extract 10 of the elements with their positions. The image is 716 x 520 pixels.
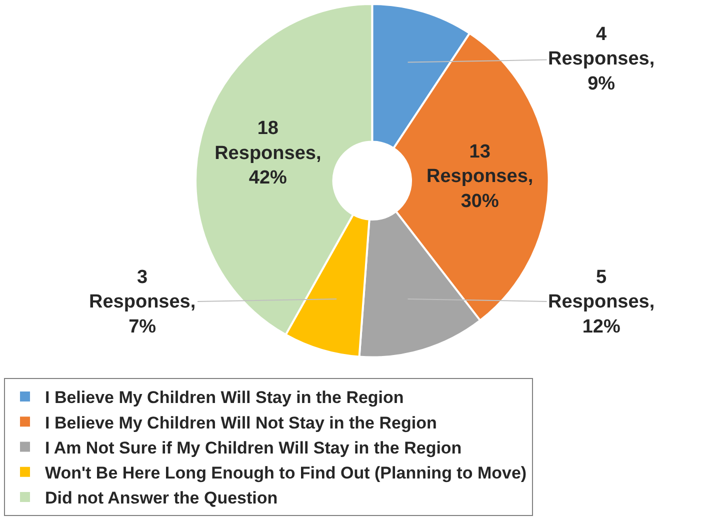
data-label: 4 Responses, 9% [548, 24, 655, 94]
data-label: 18 Responses, 42% [214, 118, 322, 189]
data-label: 5 Responses, 12% [548, 267, 655, 338]
legend-label: Won't Be Here Long Enough to Find Out (Planning to Move) [45, 463, 527, 482]
legend-label: I Am Not Sure if My Children Will Stay in the Region [45, 438, 462, 458]
legend-label: I Believe My Children Will Not Stay in the Region [45, 413, 437, 432]
legend-label: I Believe My Children Will Stay in the Region [45, 388, 404, 408]
legend-label: Did not Answer the Question [45, 488, 278, 508]
data-label: 3 Responses, 7% [89, 267, 196, 338]
data-label: 13 Responses, 30% [426, 142, 534, 212]
